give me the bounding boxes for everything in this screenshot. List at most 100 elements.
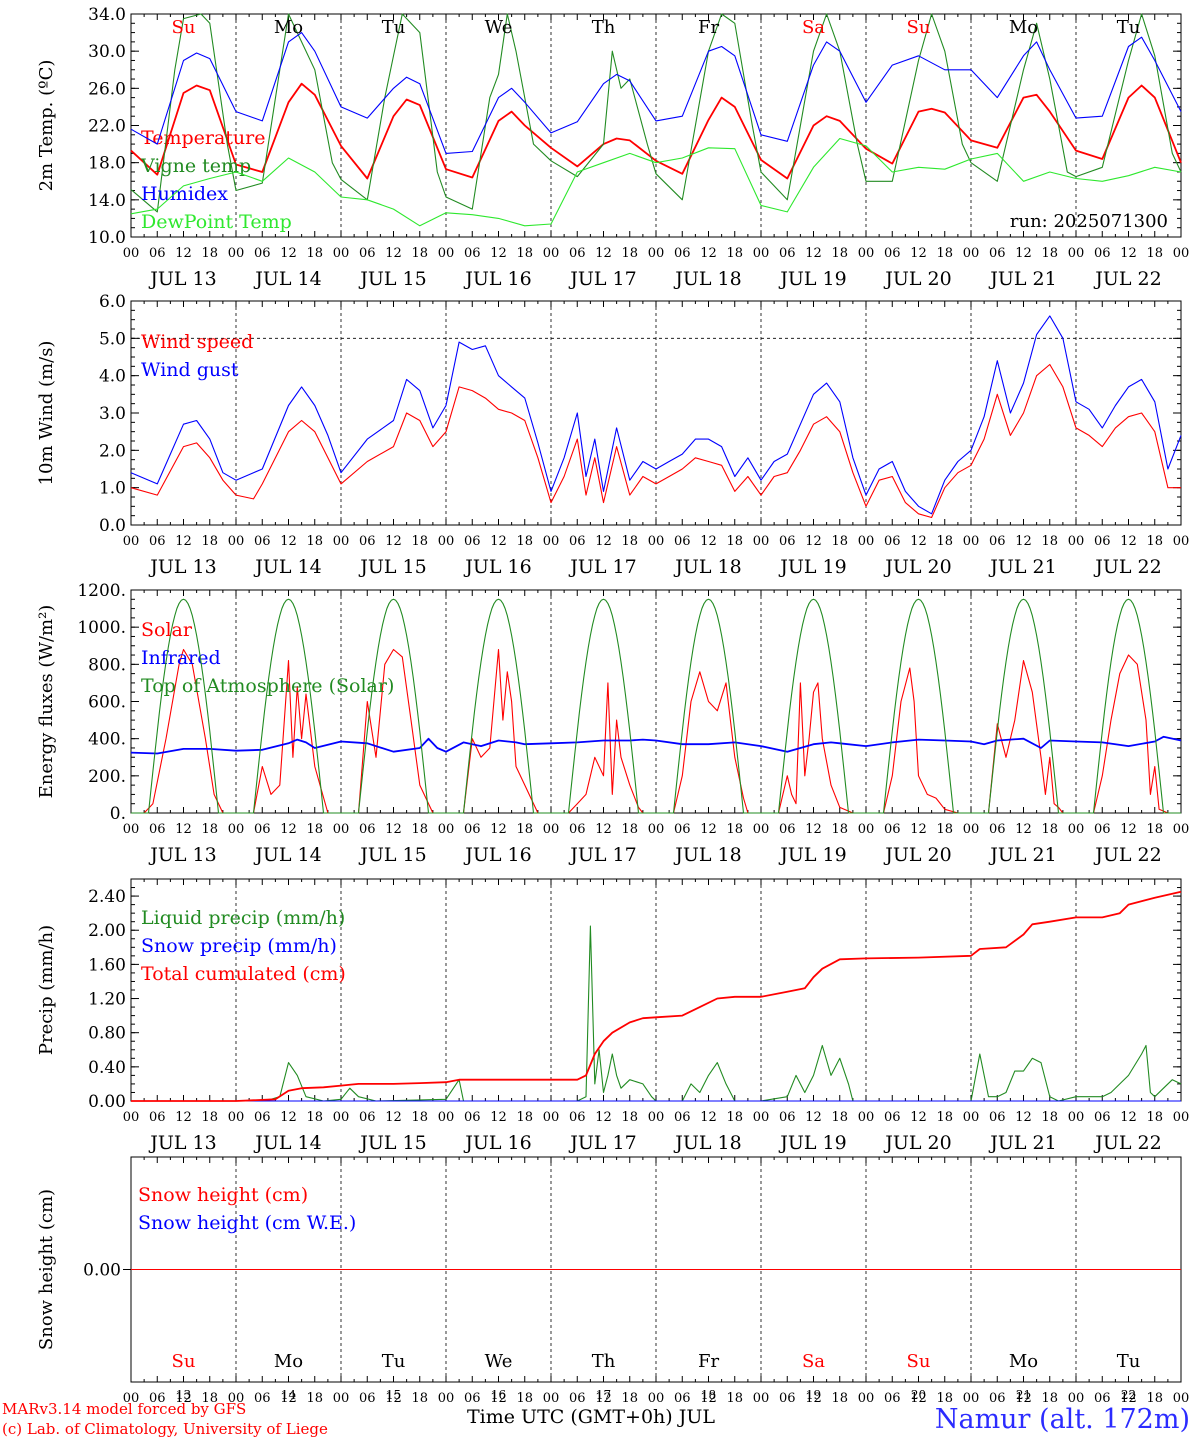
date-label: JUL 20 bbox=[883, 844, 951, 866]
day-name-label: Su bbox=[172, 1351, 196, 1372]
hour-tick-label: 12 bbox=[385, 246, 402, 261]
legend-solar: Solar bbox=[141, 619, 193, 641]
series-line-liquid-precip-mm-h- bbox=[131, 925, 1182, 1102]
hour-tick-label: 06 bbox=[884, 822, 901, 837]
day-number-label: 20 bbox=[911, 1388, 926, 1402]
panel-4: 0.00 0.40 0.80 1.20 1.60 2.00 2.40 Precip (mm/h… bbox=[36, 878, 1189, 1154]
hour-tick-label: 18 bbox=[411, 534, 428, 549]
y-tick-label: 1.0 bbox=[99, 479, 126, 499]
date-label: JUL 17 bbox=[568, 1132, 636, 1154]
y-tick-label: 200. bbox=[88, 767, 126, 787]
hour-tick-label: 12 bbox=[700, 822, 717, 837]
hour-tick-label: 18 bbox=[201, 1110, 218, 1125]
hour-tick-label: 00 bbox=[753, 534, 770, 549]
hour-tick-label: 00 bbox=[858, 534, 875, 549]
hour-tick-label: 12 bbox=[1120, 534, 1137, 549]
hour-tick-label: 12 bbox=[805, 534, 822, 549]
hour-tick-label: 18 bbox=[516, 1110, 533, 1125]
date-label: JUL 15 bbox=[358, 1132, 426, 1154]
date-label: JUL 16 bbox=[463, 844, 531, 866]
date-label: JUL 14 bbox=[253, 844, 321, 866]
date-label: JUL 22 bbox=[1093, 844, 1161, 866]
x-axis-title: Time UTC (GMT+0h) JUL bbox=[467, 1406, 715, 1428]
hour-tick-label: 12 bbox=[700, 1391, 717, 1406]
hour-tick-label: 12 bbox=[1015, 534, 1032, 549]
hour-tick-label: 18 bbox=[1041, 1110, 1058, 1125]
hour-tick-label: 00 bbox=[123, 822, 140, 837]
hour-tick-label: 18 bbox=[1146, 534, 1163, 549]
hour-tick-label: 18 bbox=[936, 534, 953, 549]
day-name-label: Mo bbox=[1009, 17, 1038, 38]
hour-tick-label: 00 bbox=[1068, 1110, 1085, 1125]
hour-tick-label: 00 bbox=[858, 822, 875, 837]
day-number-label: 21 bbox=[1016, 1388, 1031, 1402]
hour-tick-label: 00 bbox=[123, 246, 140, 261]
y-tick-label: 34.0 bbox=[88, 5, 126, 25]
hour-tick-label: 06 bbox=[779, 534, 796, 549]
y-tick-label: 1.60 bbox=[88, 955, 126, 975]
hour-tick-label: 18 bbox=[201, 822, 218, 837]
hour-tick-label: 00 bbox=[1173, 822, 1190, 837]
y-tick-label: 0.00 bbox=[88, 1092, 126, 1112]
hour-tick-label: 00 bbox=[333, 534, 350, 549]
hour-tick-label: 12 bbox=[700, 534, 717, 549]
day-name-label: Sa bbox=[802, 1351, 825, 1372]
hour-tick-label: 12 bbox=[1120, 246, 1137, 261]
day-name-label: Th bbox=[592, 17, 616, 38]
day-number-label: 15 bbox=[386, 1388, 401, 1402]
panel-frame bbox=[130, 13, 1182, 238]
hour-tick-label: 12 bbox=[490, 534, 507, 549]
hour-tick-label: 00 bbox=[333, 1110, 350, 1125]
hour-tick-label: 06 bbox=[779, 1391, 796, 1406]
date-label: JUL 21 bbox=[988, 844, 1056, 866]
hour-tick-label: 00 bbox=[543, 1391, 560, 1406]
hour-tick-label: 18 bbox=[726, 534, 743, 549]
hour-tick-label: 00 bbox=[753, 1110, 770, 1125]
hour-tick-label: 06 bbox=[359, 822, 376, 837]
hour-tick-label: 06 bbox=[989, 1391, 1006, 1406]
y-tick-label: 2.00 bbox=[88, 921, 126, 941]
hour-tick-label: 12 bbox=[490, 822, 507, 837]
hour-tick-label: 00 bbox=[1068, 822, 1085, 837]
hour-tick-label: 00 bbox=[438, 822, 455, 837]
hour-tick-label: 00 bbox=[123, 534, 140, 549]
hour-tick-label: 12 bbox=[1120, 1391, 1137, 1406]
hour-tick-label: 18 bbox=[621, 1391, 638, 1406]
y-tick-label: 2.0 bbox=[99, 441, 126, 461]
date-label: JUL 13 bbox=[148, 844, 216, 866]
hour-tick-label: 06 bbox=[254, 246, 271, 261]
hour-tick-label: 06 bbox=[149, 1110, 166, 1125]
y-axis-label: Precip (mm/h) bbox=[36, 925, 57, 1055]
hour-tick-label: 00 bbox=[858, 1110, 875, 1125]
hour-tick-label: 12 bbox=[1120, 822, 1137, 837]
hour-tick-label: 00 bbox=[543, 534, 560, 549]
date-label: JUL 18 bbox=[673, 1132, 741, 1154]
date-label: JUL 17 bbox=[568, 556, 636, 578]
hour-tick-label: 06 bbox=[989, 822, 1006, 837]
run-label: run: 2025071300 bbox=[1010, 211, 1168, 232]
day-number-label: 18 bbox=[701, 1388, 716, 1402]
hour-tick-label: 06 bbox=[884, 246, 901, 261]
hour-tick-label: 18 bbox=[306, 1110, 323, 1125]
day-name-label: Tu bbox=[1117, 1351, 1141, 1372]
hour-tick-label: 18 bbox=[1146, 246, 1163, 261]
panel-5: 0.00 Snow height (cm) Snow height (cm) Snow… bbox=[36, 1156, 1189, 1406]
hour-tick-label: 12 bbox=[805, 822, 822, 837]
y-tick-label: 400. bbox=[88, 730, 126, 750]
hour-tick-label: 12 bbox=[1120, 1110, 1137, 1125]
day-name-label: Tu bbox=[1117, 17, 1141, 38]
hour-tick-label: 00 bbox=[228, 1110, 245, 1125]
day-name-label: Mo bbox=[274, 1351, 303, 1372]
hour-tick-label: 18 bbox=[831, 246, 848, 261]
hour-tick-label: 12 bbox=[175, 1391, 192, 1406]
hour-tick-label: 18 bbox=[411, 1391, 428, 1406]
date-label: JUL 22 bbox=[1093, 1132, 1161, 1154]
hour-tick-label: 18 bbox=[831, 822, 848, 837]
hour-tick-label: 12 bbox=[1015, 822, 1032, 837]
series-line-dewpoint-temp bbox=[130, 137, 1182, 227]
hour-tick-label: 06 bbox=[1094, 822, 1111, 837]
legend-wind-speed: Wind speed bbox=[141, 331, 253, 353]
hour-tick-label: 12 bbox=[175, 246, 192, 261]
hour-tick-label: 00 bbox=[648, 1391, 665, 1406]
hour-tick-label: 00 bbox=[543, 1110, 560, 1125]
